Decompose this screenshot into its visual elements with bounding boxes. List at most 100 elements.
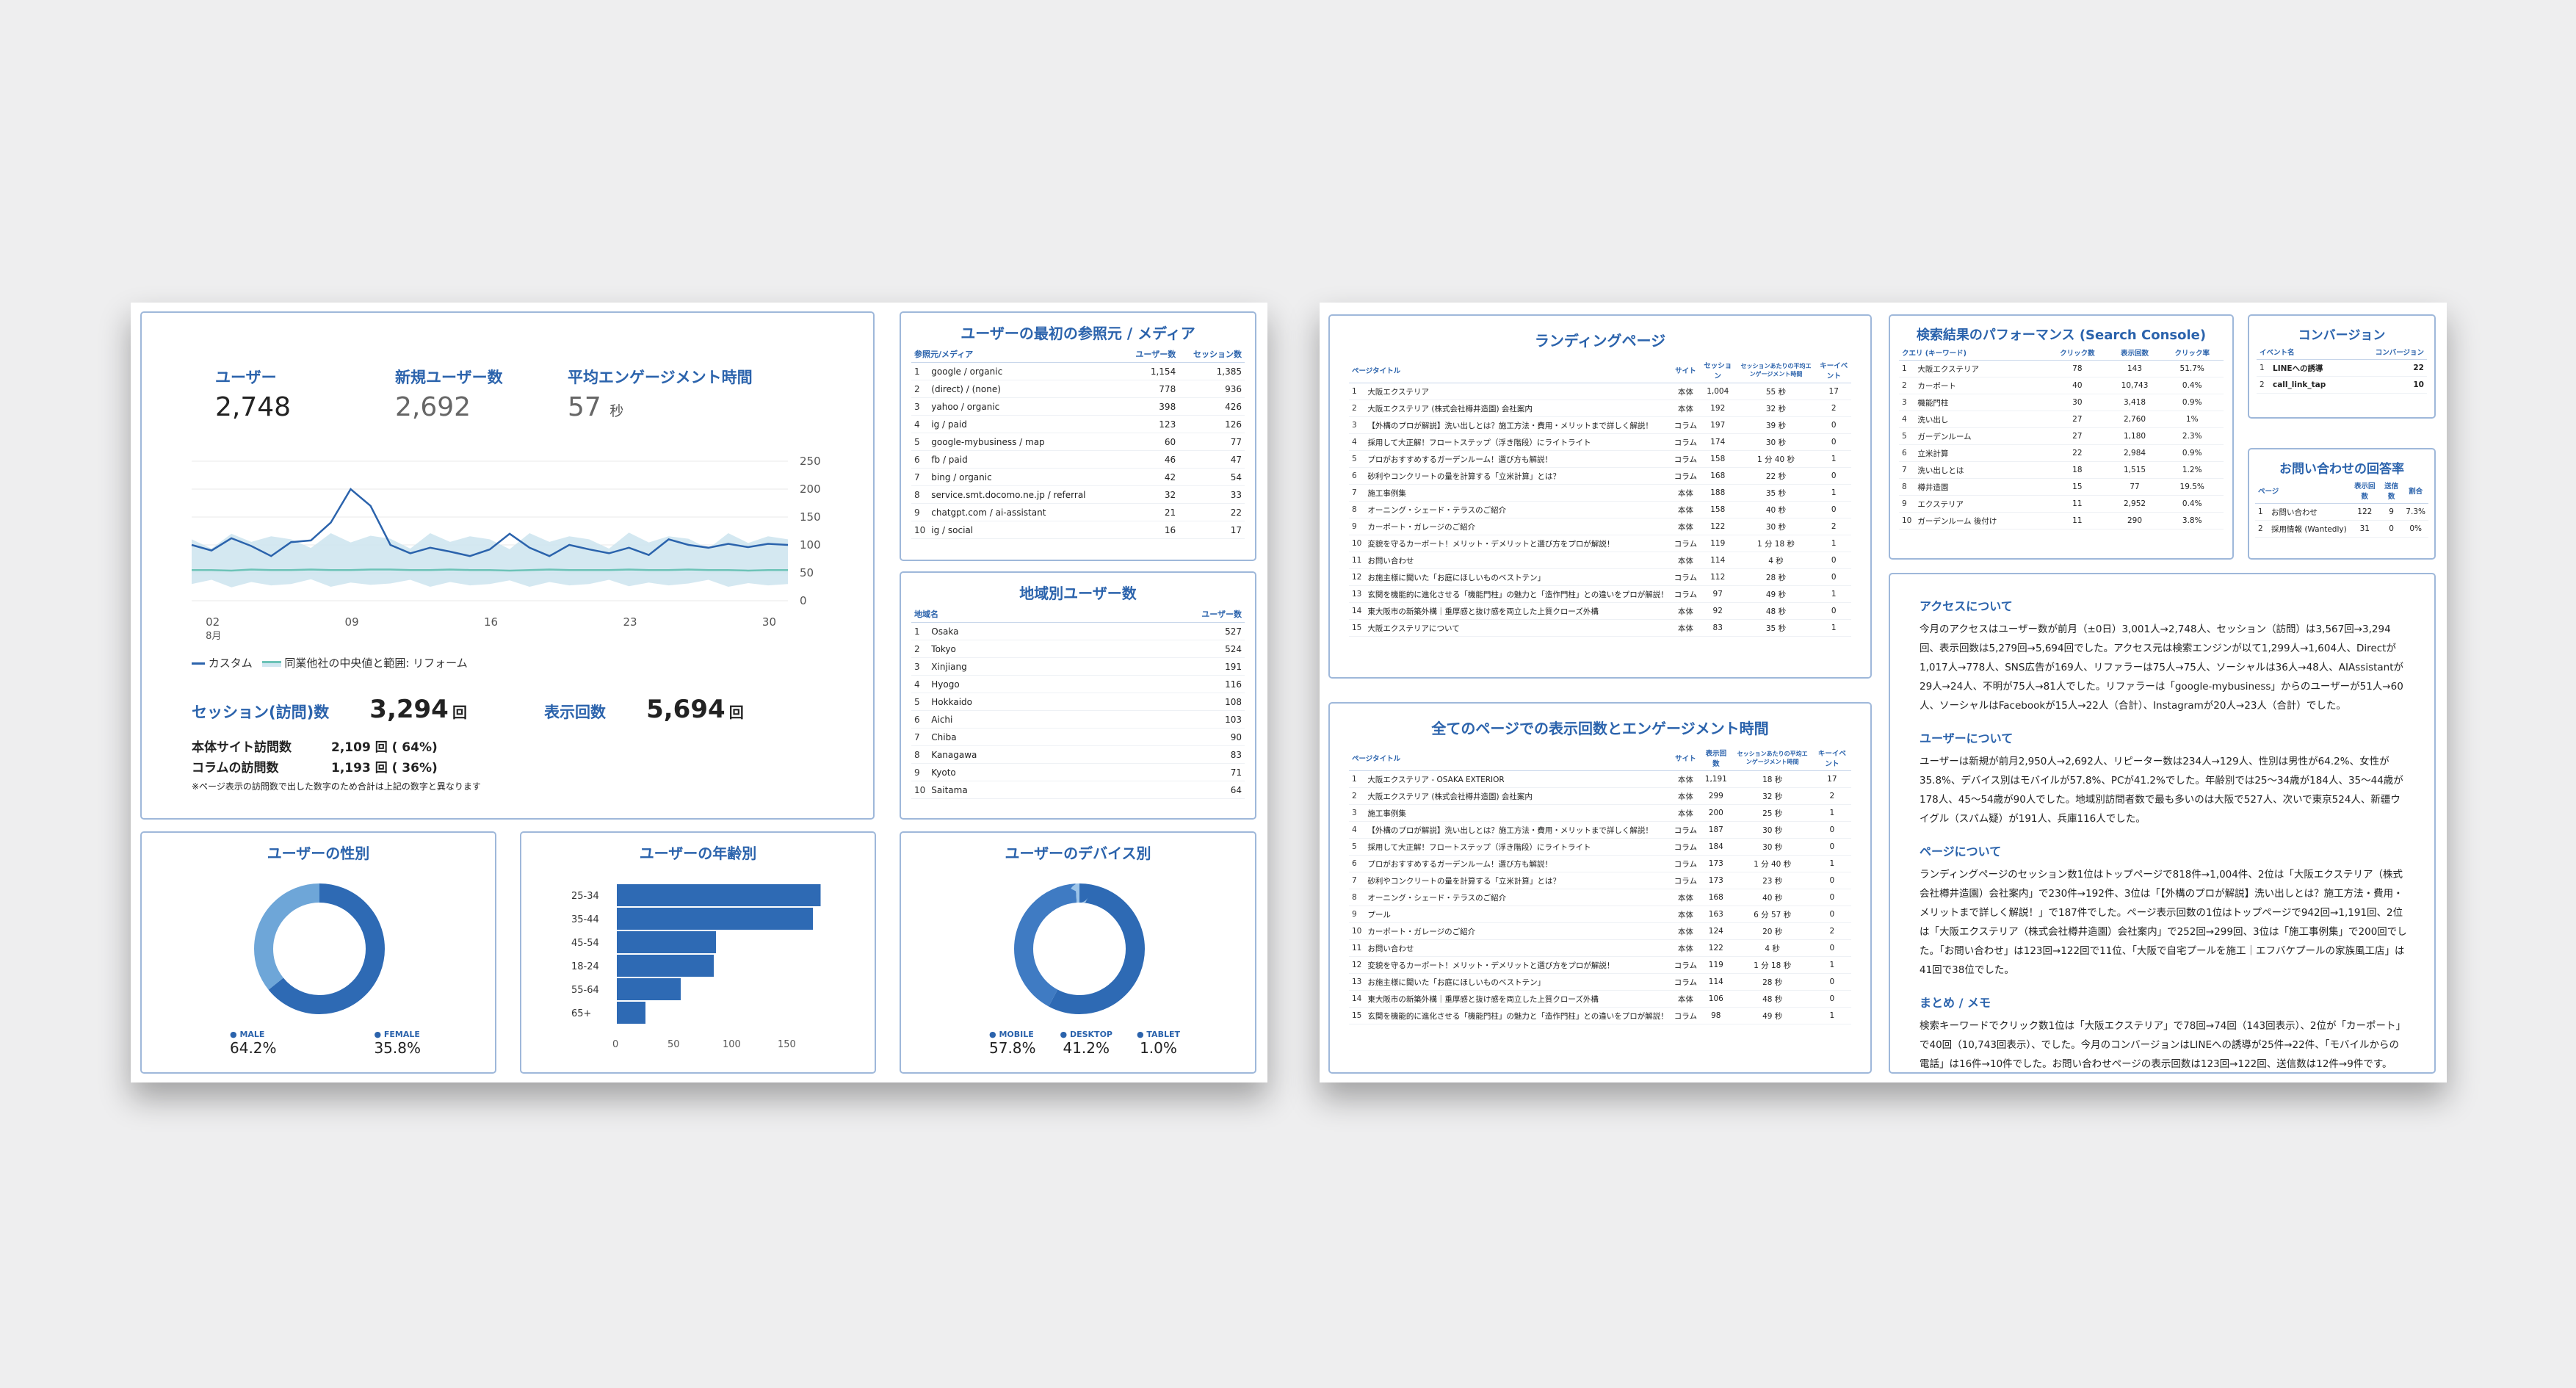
row-rank: 1 [2255, 503, 2268, 521]
kpi-users-label: ユーザー [215, 369, 277, 386]
table-cell: yahoo / organic [928, 397, 1124, 416]
region-table: 地域名 ユーザー数 1 Osaka 527 2 Tokyo 524 3 Xinjiang 191… [911, 606, 1245, 799]
table-cell: 1 [1816, 535, 1851, 552]
age-category-label: 45-54 [571, 938, 599, 949]
table-cell: コラム [1671, 568, 1700, 586]
table-cell: 17 [1179, 521, 1245, 539]
table-cell: 0 [1812, 906, 1851, 923]
table-cell: Saitama [928, 781, 1096, 799]
notes-heading: アクセスについて [1920, 599, 2013, 613]
table-cell: ガーデンルーム [1914, 427, 2047, 445]
table-cell: 90 [1095, 728, 1245, 746]
table-cell: 426 [1179, 397, 1245, 416]
table-cell: 16 [1123, 521, 1179, 539]
row-rank: 13 [1349, 973, 1365, 991]
table-cell: 大阪エクステリア [1914, 360, 2047, 377]
table-cell: お問い合わせ [2268, 503, 2350, 521]
inquiry-rate-card: お問い合わせの回答率 ページ 表示回数 送信数 割合 1 お問い合わせ 122 9 7.… [2248, 448, 2436, 560]
table-cell: 1 分 18 秒 [1735, 535, 1817, 552]
table-cell: 168 [1699, 889, 1732, 906]
landing-page-card: ランディングページ ページタイトル サイト セッション セッションあたりの平均エ… [1328, 314, 1872, 679]
row-rank: 8 [1899, 478, 1915, 496]
table-cell: コラム [1671, 956, 1700, 974]
table-cell: 48 秒 [1732, 990, 1813, 1008]
table-row: 4 Hyogo 116 [911, 675, 1245, 693]
table-cell: 2,984 [2108, 444, 2161, 462]
search-table: クエリ (キーワード) クリック数 表示回数 クリック率 1 大阪エクステリア 78… [1899, 345, 2224, 529]
x-tick-label: 23 [623, 615, 637, 629]
y-tick-label: 250 [800, 455, 821, 468]
table-row: 2 カーポート 40 10,743 0.4% [1899, 377, 2224, 394]
source-medium-table: 参照元/メディア ユーザー数 セッション数 1 google / organic 1… [911, 346, 1245, 539]
table-cell: コラム [1671, 973, 1700, 991]
table-cell: オーニング・シェード・テラスのご紹介 [1364, 889, 1671, 906]
visit-row-main: 本体サイト訪問数 2,109 回 ( 64%) [192, 740, 438, 755]
table-cell: 83 [1095, 745, 1245, 764]
table-cell: LINEへの誘導 [2270, 359, 2352, 377]
table-cell: 42 [1123, 468, 1179, 486]
table-cell: 83 [1699, 619, 1736, 637]
table-row: 14 東大阪市の新築外構｜重厚感と抜け感を両立した上質クローズ外構 本体 92 48 秒… [1349, 602, 1851, 620]
table-cell: 119 [1699, 956, 1732, 974]
visit-breakdown: 本体サイト訪問数 2,109 回 ( 64%) コラムの訪問数 1,193 回 ( … [192, 737, 481, 795]
row-rank: 5 [1899, 427, 1915, 445]
row-rank: 1 [1899, 360, 1915, 377]
table-cell: オーニング・シェード・テラスのご紹介 [1364, 501, 1671, 518]
table-cell: 35 秒 [1735, 484, 1817, 502]
row-rank: 1 [1349, 383, 1365, 400]
kpi-new-users: 新規ユーザー数 2,692 [395, 366, 503, 422]
kpi-engagement-label: 平均エンゲージメント時間 [568, 369, 753, 386]
table-cell: 0.4% [2160, 495, 2224, 513]
table-cell: 290 [2108, 512, 2161, 529]
table-cell: 30 秒 [1732, 838, 1813, 856]
device-legend-mobile: ● MOBILE [989, 1030, 1034, 1039]
x-tick-label: 02 [206, 615, 220, 629]
table-row: 10 ig / social 16 17 [911, 521, 1245, 539]
table-row: 4 ig / paid 123 126 [911, 415, 1245, 433]
age-x-tick: 0 [612, 1039, 618, 1050]
notes-paragraph: ユーザーは新規が前月2,950人→2,692人、リピーター数は234人→129人… [1920, 756, 2403, 825]
views-unit: 回 [728, 704, 744, 721]
row-rank: 4 [911, 675, 929, 693]
table-cell: 玄関を機能的に進化させる「機能門柱」の魅力と「造作門柱」との違いをプロが解説！ [1364, 1007, 1671, 1024]
table-cell: 1 [1816, 585, 1851, 603]
table-cell: 【外構のプロが解説】洗い出しとは？施工方法・費用・メリットまで詳しく解説！ [1364, 821, 1671, 839]
landing-title: ランディングページ [1534, 332, 1666, 350]
col-impressions: 表示回数 [2108, 345, 2161, 361]
table-cell: お施主様に聞いた「お庭にほしいものベストテン」 [1364, 973, 1671, 991]
table-cell: 0 [1812, 872, 1851, 889]
views-label: 表示回数 [544, 704, 606, 721]
row-rank: 4 [1899, 411, 1915, 428]
table-cell: カーポート・ガレージのご紹介 [1364, 922, 1671, 940]
device-pct-desktop: 41.2% [1063, 1039, 1110, 1057]
conversion-card: コンバージョン イベント名 コンバージョン 1 LINEへの誘導 22 2 call_l… [2248, 314, 2436, 419]
table-cell: 47 [1179, 450, 1245, 469]
search-title: 検索結果のパフォーマンス (Search Console) [1916, 328, 2207, 343]
row-rank: 2 [1899, 377, 1915, 394]
table-row: 2 call_link_tap 10 [2257, 376, 2427, 394]
table-row: 8 service.smt.docomo.ne.jp / referral 32 33 [911, 485, 1245, 504]
table-cell: 東大阪市の新築外構｜重厚感と抜け感を両立した上質クローズ外構 [1364, 602, 1671, 620]
table-cell: 10 [2351, 376, 2427, 394]
inquiry-table: ページ 表示回数 送信数 割合 1 お問い合わせ 122 9 7.3% 2 採用情報 (Wa… [2255, 478, 2428, 538]
table-row: 1 大阪エクステリア 本体 1,004 55 秒 17 [1349, 383, 1851, 400]
table-cell: 30 秒 [1735, 433, 1817, 451]
age-x-tick: 50 [667, 1039, 680, 1050]
row-rank: 12 [1349, 956, 1365, 974]
table-cell: 9 [2379, 503, 2403, 521]
table-cell: google / organic [928, 362, 1124, 380]
table-cell: 2 [1812, 922, 1851, 940]
table-row: 9 chatgpt.com / ai-assistant 21 22 [911, 503, 1245, 521]
table-cell: 126 [1179, 415, 1245, 433]
table-cell: 本体 [1671, 400, 1700, 417]
age-title: ユーザーの年齢別 [639, 845, 757, 862]
table-cell: Osaka [928, 622, 1096, 640]
table-cell: 30 秒 [1735, 518, 1817, 535]
table-row: 8 樽井造園 15 77 19.5% [1899, 478, 2224, 496]
sessions-unit: 回 [452, 704, 467, 721]
table-cell: 洗い出しとは [1914, 461, 2047, 479]
row-rank: 7 [1899, 461, 1915, 479]
table-cell: 11 [2046, 495, 2109, 513]
